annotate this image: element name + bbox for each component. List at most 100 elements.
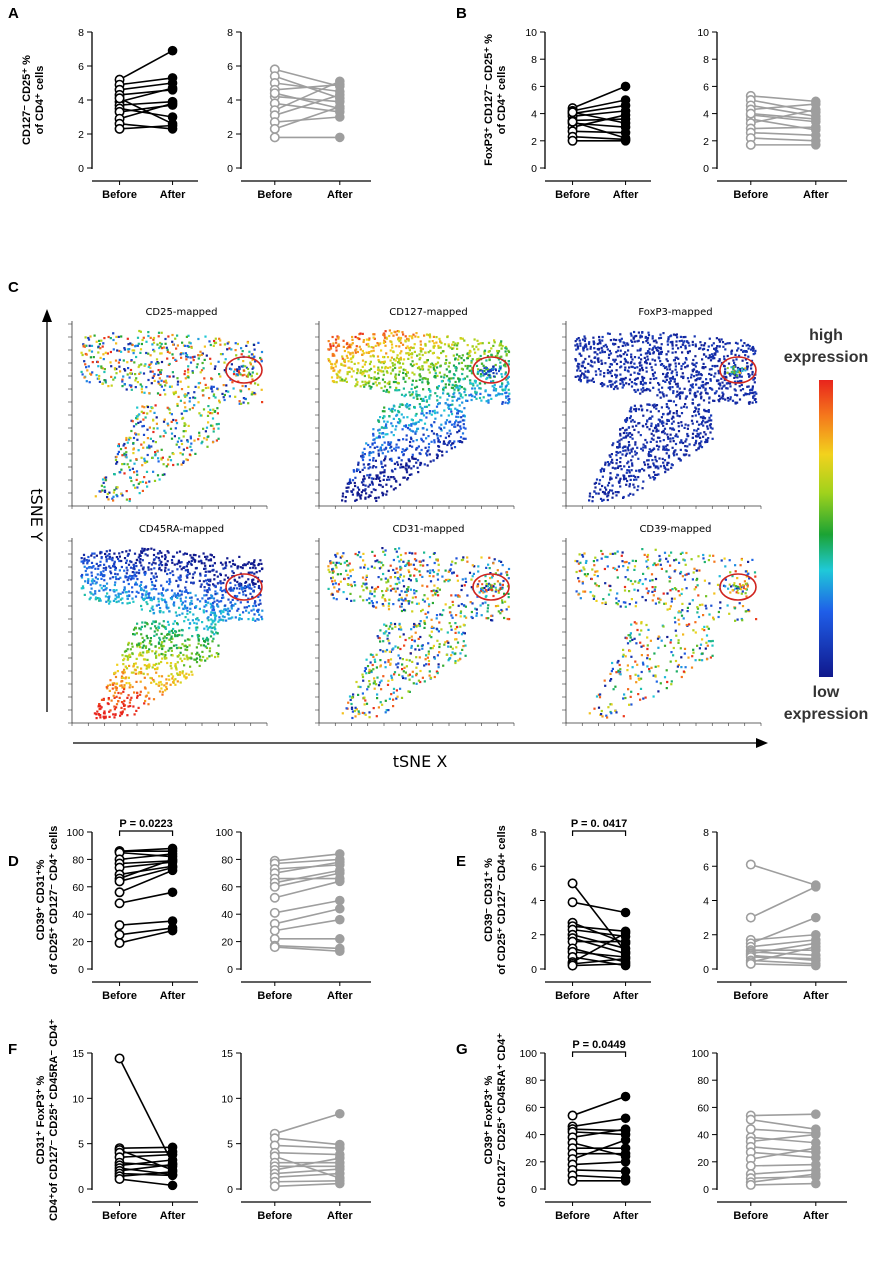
tsne-point [128, 499, 131, 503]
tsne-point [207, 616, 210, 619]
tsne-point [182, 352, 185, 355]
tsne-point [651, 459, 654, 462]
tsne-point [185, 355, 188, 358]
tsne-point [723, 378, 726, 382]
tsne-point [637, 431, 640, 434]
tick-label: 0 [531, 163, 537, 175]
tsne-point [598, 479, 602, 482]
panel-letter: B [456, 5, 467, 22]
tsne-point [584, 370, 587, 373]
tsne-point [623, 445, 626, 448]
tsne-point [121, 454, 124, 457]
tsne-point [346, 356, 349, 359]
tsne-point [702, 386, 705, 389]
tsne-point [140, 456, 143, 459]
tsne-point [459, 384, 462, 388]
tsne-point [505, 354, 508, 357]
tsne-point [155, 575, 158, 578]
tsne-point [576, 375, 579, 378]
series-line [750, 131, 816, 137]
panel-letter: F [8, 1041, 17, 1058]
tsne-point [691, 422, 694, 425]
tsne-point [684, 449, 687, 452]
tsne-point [633, 420, 636, 423]
tsne-point [641, 369, 644, 372]
y-axis-label: CD39⁺ FoxP3⁺ % of CD127⁻ CD25⁺ CD45RA⁺ CD… [483, 1033, 508, 1207]
tsne-point [469, 350, 472, 353]
tsne-point [437, 445, 441, 448]
tsne-point [367, 345, 370, 348]
tsne-point [377, 368, 380, 371]
tsne-point [430, 425, 433, 428]
tsne-point [384, 344, 387, 347]
tick-label: 4 [531, 109, 537, 121]
tsne-point [727, 399, 730, 402]
tsne-point [172, 418, 175, 422]
tsne-point [383, 471, 386, 474]
tsne-point [595, 492, 598, 495]
tsne-point [124, 369, 127, 372]
tsne-point [412, 440, 415, 443]
tsne-point [146, 437, 149, 440]
tsne-point [644, 336, 647, 339]
tsne-point [436, 455, 439, 458]
tsne-point [369, 355, 372, 358]
tsne-point [179, 353, 182, 356]
tsne-point [453, 344, 456, 347]
series-line [119, 124, 173, 130]
tsne-point [384, 330, 387, 333]
tsne-point [636, 488, 639, 492]
tsne-point [746, 368, 749, 371]
tsne-point [229, 617, 232, 620]
tsne-point [627, 349, 630, 352]
tsne-point [588, 492, 592, 495]
tsne-point [649, 389, 652, 392]
tsne-point [96, 377, 99, 380]
series-line [750, 95, 816, 103]
tsne-point [148, 446, 151, 449]
tsne-point [630, 450, 633, 453]
tsne-point [748, 393, 751, 396]
tsne-point [712, 355, 715, 358]
tsne-point [126, 373, 129, 376]
tsne-point [633, 366, 636, 369]
tsne-point [154, 404, 157, 407]
cluster-point [248, 373, 251, 376]
tsne-point [355, 345, 358, 348]
tsne-point [386, 366, 389, 369]
data-line [572, 928, 626, 938]
tsne-point [606, 461, 610, 464]
tsne-point [163, 473, 166, 476]
data-line [274, 872, 340, 888]
tsne-point [183, 409, 186, 413]
cluster-point [235, 373, 238, 376]
tsne-point [151, 406, 154, 410]
tsne-point [140, 410, 143, 413]
tsne-point [473, 395, 476, 398]
tsne-point [372, 355, 375, 358]
tsne-point [357, 461, 360, 464]
series-line [572, 135, 626, 141]
tsne-point [133, 462, 136, 465]
data-point-before [269, 123, 280, 134]
tsne-point [415, 362, 418, 366]
data-line [572, 104, 626, 115]
tsne-point [723, 370, 727, 373]
tsne-point [656, 346, 659, 349]
tsne-point [329, 347, 333, 350]
series-line [572, 1169, 626, 1173]
tsne-point [387, 391, 391, 394]
tsne-point [348, 343, 351, 346]
tsne-point [129, 368, 133, 372]
cluster-point [744, 367, 747, 370]
tsne-point [621, 386, 624, 389]
tsne-point [111, 556, 114, 559]
cluster-point [499, 367, 502, 370]
data-line [119, 124, 173, 130]
tsne-point [683, 426, 686, 429]
tsne-point [372, 488, 375, 491]
tsne-point [671, 446, 674, 449]
tsne-point [147, 691, 150, 694]
tsne-point [340, 363, 343, 366]
tsne-point [635, 407, 638, 410]
